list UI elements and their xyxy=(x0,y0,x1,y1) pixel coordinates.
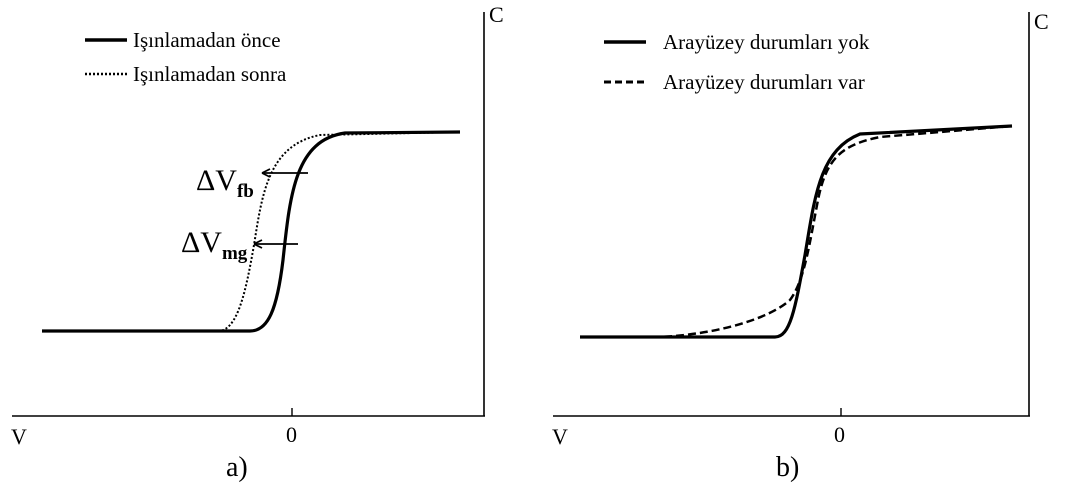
legend-label-before: Işınlamadan önce xyxy=(133,28,281,52)
legend-label-with-interface-states: Arayüzey durumları var xyxy=(663,70,865,94)
curve-without-interface-states xyxy=(580,124,1013,339)
panel-a-zero-label: 0 xyxy=(286,422,297,447)
panel-a: C V 0 a) Işınlamadan önce Işınlamadan so… xyxy=(11,2,504,483)
annotation-delta-v-mg-sub: mg xyxy=(222,243,248,264)
annotation-delta-v-fb-sub: fb xyxy=(237,181,254,202)
legend-label-after: Işınlamadan sonra xyxy=(133,62,287,86)
annotation-delta-v-fb: ΔVfb xyxy=(196,164,254,202)
panel-a-y-axis-label: C xyxy=(489,2,504,27)
panel-a-x-axis-label: V xyxy=(11,424,27,449)
annotation-delta-v-fb-main: ΔV xyxy=(196,164,237,197)
curve-after-irradiation xyxy=(42,131,461,332)
panel-b-y-axis-label: C xyxy=(1034,9,1049,34)
panel-b-zero-label: 0 xyxy=(834,422,845,447)
annotation-delta-v-mg-main: ΔV xyxy=(181,226,222,259)
legend-label-no-interface-states: Arayüzey durumları yok xyxy=(663,30,870,54)
panel-b: C V 0 b) Arayüzey durumları yok Arayüzey… xyxy=(552,9,1049,483)
panel-b-x-axis-label: V xyxy=(552,424,568,449)
panel-b-label: b) xyxy=(776,452,799,483)
curve-with-interface-states xyxy=(580,124,1013,339)
panel-a-label: a) xyxy=(226,452,248,483)
annotation-delta-v-mg: ΔVmg xyxy=(181,226,248,264)
curve-before-irradiation xyxy=(42,130,461,333)
